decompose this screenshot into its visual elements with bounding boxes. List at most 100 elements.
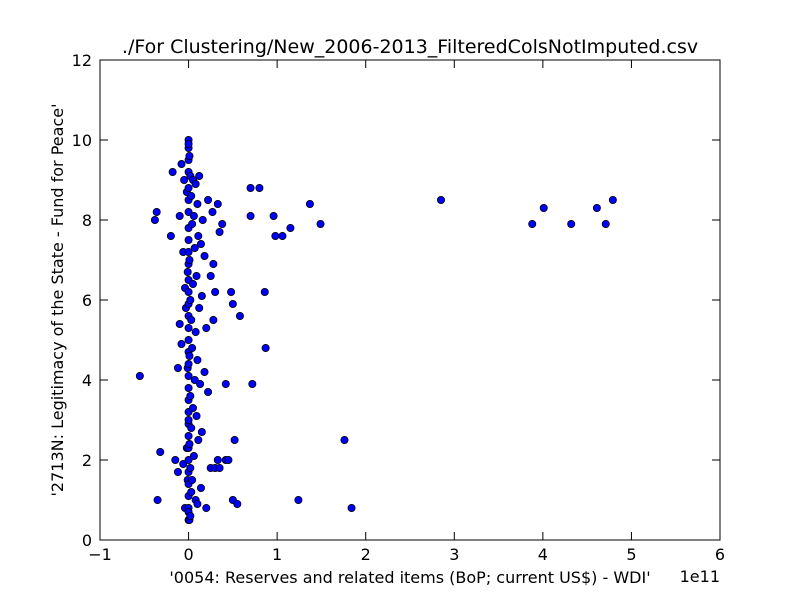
data-point	[186, 295, 195, 304]
data-point	[286, 223, 295, 232]
data-point	[187, 487, 196, 496]
data-point	[191, 327, 200, 336]
y-tick-label: 2	[82, 451, 92, 470]
data-point	[189, 451, 198, 460]
data-point	[188, 403, 197, 412]
data-points	[135, 135, 617, 525]
x-tick-label: −1	[88, 545, 112, 564]
data-point	[200, 367, 209, 376]
data-point	[175, 319, 184, 328]
data-point	[193, 199, 202, 208]
y-tick-label: 10	[72, 131, 92, 150]
data-point	[204, 387, 213, 396]
data-point	[184, 415, 193, 424]
data-point	[278, 231, 287, 240]
data-point	[184, 431, 193, 440]
plot-area	[100, 60, 720, 540]
data-point	[213, 455, 222, 464]
data-point	[248, 379, 257, 388]
x-axis-offset-label: 1e11	[680, 567, 720, 586]
data-point	[316, 219, 325, 228]
x-tick-label: 3	[449, 545, 459, 564]
data-point	[186, 463, 195, 472]
data-point	[177, 159, 186, 168]
data-point	[173, 467, 182, 476]
data-point	[294, 495, 303, 504]
data-point	[233, 499, 242, 508]
data-point	[184, 371, 193, 380]
data-point	[261, 343, 270, 352]
x-tick-label: 5	[626, 545, 636, 564]
data-point	[187, 191, 196, 200]
data-point	[191, 179, 200, 188]
y-axis-ticks: 0 2 4 6 8 10 12	[72, 51, 720, 550]
data-point	[567, 219, 576, 228]
y-tick-label: 0	[82, 531, 92, 550]
data-point	[305, 199, 314, 208]
x-tick-label: 2	[361, 545, 371, 564]
data-point	[188, 279, 197, 288]
data-point	[202, 503, 211, 512]
data-point	[185, 151, 194, 160]
data-point	[209, 315, 218, 324]
chart-title: ./For Clustering/New_2006-2013_FilteredC…	[122, 36, 698, 58]
data-point	[196, 239, 205, 248]
data-point	[195, 303, 204, 312]
data-point	[180, 175, 189, 184]
data-point	[184, 383, 193, 392]
y-tick-label: 6	[82, 291, 92, 310]
data-point	[269, 211, 278, 220]
data-point	[196, 483, 205, 492]
data-point	[198, 215, 207, 224]
data-point	[135, 371, 144, 380]
data-point	[230, 435, 239, 444]
data-point	[190, 375, 199, 384]
data-point	[192, 411, 201, 420]
data-point	[183, 267, 192, 276]
data-point	[235, 311, 244, 320]
data-point	[221, 379, 230, 388]
data-point	[246, 211, 255, 220]
data-point	[177, 339, 186, 348]
data-point	[196, 379, 205, 388]
data-point	[188, 475, 197, 484]
data-point	[195, 171, 204, 180]
x-axis-label: '0054: Reserves and related items (BoP; …	[169, 568, 650, 587]
y-tick-label: 8	[82, 211, 92, 230]
data-point	[340, 435, 349, 444]
data-point	[187, 315, 196, 324]
x-tick-label: 4	[538, 545, 548, 564]
x-tick-label: 0	[183, 545, 193, 564]
data-point	[186, 391, 195, 400]
data-point	[592, 203, 601, 212]
data-point	[188, 219, 197, 228]
y-axis-label: '2713N: Legitimacy of the State - Fund f…	[48, 104, 67, 497]
data-point	[213, 199, 222, 208]
data-point	[255, 183, 264, 192]
data-point	[228, 299, 237, 308]
data-point	[539, 203, 548, 212]
x-axis-ticks: −1 0 1 2 3 4 5 6	[88, 60, 725, 564]
data-point	[184, 455, 193, 464]
data-point	[192, 271, 201, 280]
data-point	[194, 231, 203, 240]
data-point	[193, 499, 202, 508]
data-point	[184, 139, 193, 148]
data-point	[347, 503, 356, 512]
data-point	[189, 211, 198, 220]
data-point	[184, 207, 193, 216]
data-point	[179, 459, 188, 468]
data-point	[208, 207, 217, 216]
data-point	[166, 231, 175, 240]
data-point	[185, 351, 194, 360]
data-point	[185, 439, 194, 448]
data-point	[185, 255, 194, 264]
data-point	[209, 259, 218, 268]
x-tick-label: 6	[715, 545, 725, 564]
data-point	[184, 183, 193, 192]
data-point	[184, 359, 193, 368]
data-point	[197, 291, 206, 300]
data-point	[184, 247, 193, 256]
data-point	[150, 215, 159, 224]
